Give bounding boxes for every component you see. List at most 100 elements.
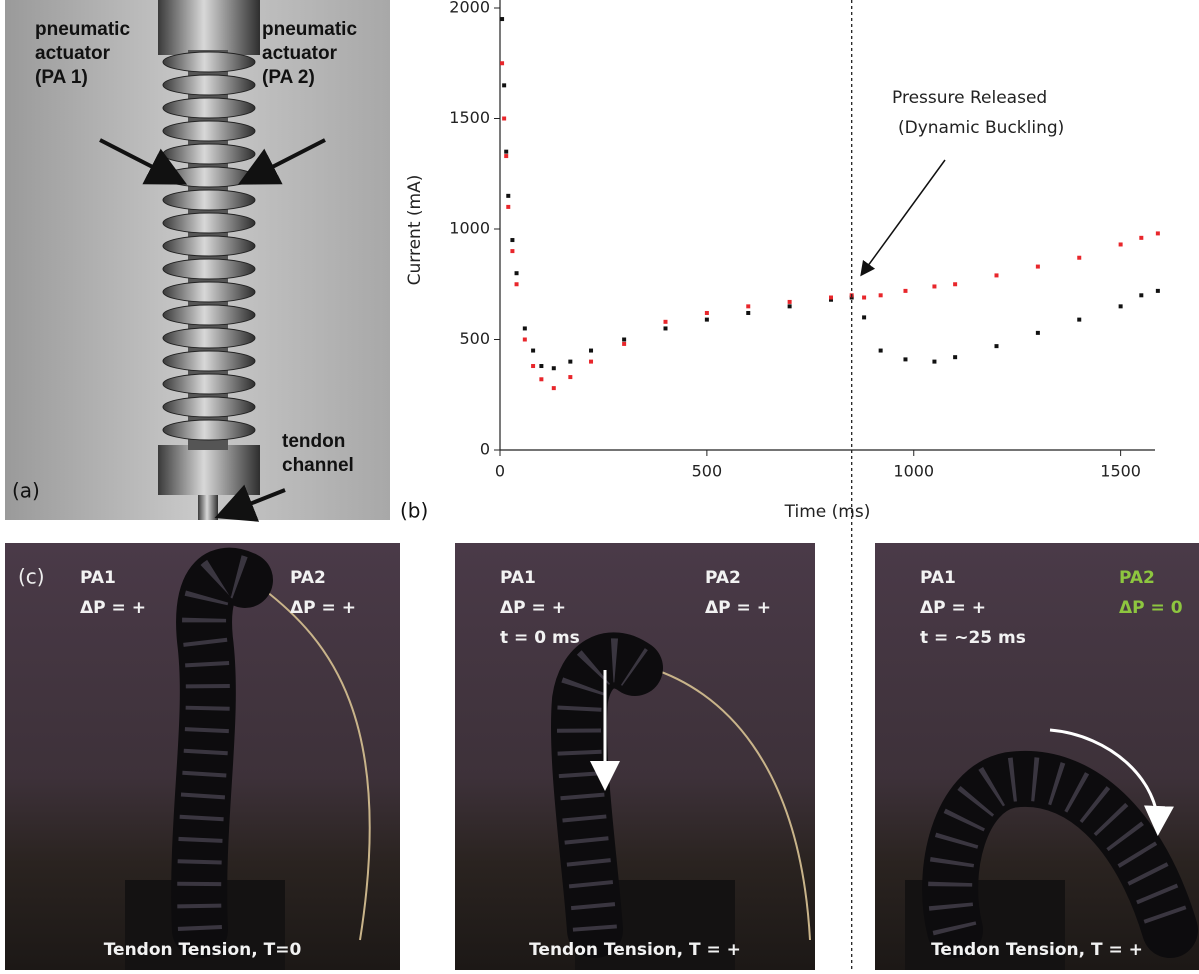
photo-label: PA2 [705,568,741,588]
data-point [622,337,627,342]
chart: (b) 0 500 1000 1500 2000 0 500 1000 1500 Time (ms… [400,0,1160,523]
annotation: actuator [35,43,111,64]
coil [162,74,256,96]
photo-label: t = 0 ms [500,628,580,648]
coil [162,51,256,73]
end-cap [158,445,260,495]
photo-label: ΔP = + [705,598,771,618]
coil [162,120,256,142]
data-point [502,83,507,88]
y-tick-label: 500 [459,329,490,348]
coil [162,350,256,372]
coil [162,281,256,303]
x-tick-label: 500 [692,462,723,481]
photo-label: ΔP = + [80,598,146,618]
data-point [539,377,544,382]
data-point [506,204,511,209]
annotation: channel [282,455,354,476]
annotation: (Dynamic Buckling) [898,118,1064,138]
photo-label: PA1 [920,568,956,588]
robot-ribs [928,756,1192,937]
data-point [568,375,573,380]
photo-label: PA1 [80,568,116,588]
robot-ribs [177,553,255,931]
data-point [746,304,751,309]
data-point [1035,330,1040,335]
coil [162,212,256,234]
coil [162,97,256,119]
annotation: Pressure Released [892,88,1047,108]
panel-label: (a) [12,479,40,503]
x-tick-label: 1500 [1100,462,1141,481]
spring [162,50,256,450]
robot [551,632,663,958]
coil [162,396,256,418]
end-cap [158,0,260,55]
data-point [502,116,507,121]
data-point [622,341,627,346]
panel-c: PA1 ΔP = + PA2 ΔP = + Tendon Tension, T=0 PA1… [5,543,1199,970]
arrow [99,138,188,185]
data-point [829,297,833,302]
data-point [994,344,999,349]
coil [162,419,256,441]
tendon [261,587,371,941]
data-point [1118,242,1123,247]
y-tick-label: 2000 [449,0,490,17]
data-point [663,319,668,324]
coil [162,143,256,165]
data-point [1139,293,1144,298]
data-point [878,348,883,353]
annotation: tendon [282,431,345,452]
annotation: (PA 2) [262,67,315,88]
annotation: pneumatic [35,19,130,40]
data-point [1077,317,1082,322]
annotation: actuator [262,43,338,64]
y-tick-label: 0 [480,440,490,459]
x-axis-label: Time (ms) [784,502,871,522]
coil [162,166,256,188]
photo-label: ΔP = + [500,598,566,618]
channel [198,495,218,520]
data-point [746,310,751,315]
photo-label: PA2 [290,568,326,588]
data-point [551,386,556,391]
data-point [704,310,709,315]
data-point [953,355,958,360]
coil [162,258,256,280]
data-point [500,17,505,22]
data-point [1155,231,1160,236]
data-point [663,326,668,331]
arrow [860,159,946,277]
coil [162,327,256,349]
data-point [589,359,594,364]
data-point [829,295,833,300]
data-point [1139,235,1144,240]
data-point [522,337,527,342]
data-point [510,238,515,243]
data-point [514,271,519,276]
annotation: (PA 1) [35,67,88,88]
coil [162,304,256,326]
coil [162,235,256,257]
arrow [1049,728,1174,836]
photo-label: ΔP = 0 [1119,598,1183,618]
coil [162,373,256,395]
photo-label: ΔP = + [920,598,986,618]
photo-label: PA2 [1119,568,1155,588]
data-point [862,295,867,300]
caption: Tendon Tension, T = + [529,940,741,960]
data-point [953,282,958,287]
x-tick-label: 1000 [893,462,934,481]
caption: Tendon Tension, T = + [931,940,1143,960]
y-axis-label: Current (mA) [405,175,425,286]
photo-label: t = ~25 ms [920,628,1026,648]
panel-label: (b) [400,499,428,523]
data-point [504,149,509,154]
data-point [531,348,536,353]
panel-label: (c) [18,565,45,589]
data-point [849,295,854,300]
data-point [589,348,594,353]
x-tick-label: 0 [495,462,505,481]
data-point [1155,288,1160,293]
